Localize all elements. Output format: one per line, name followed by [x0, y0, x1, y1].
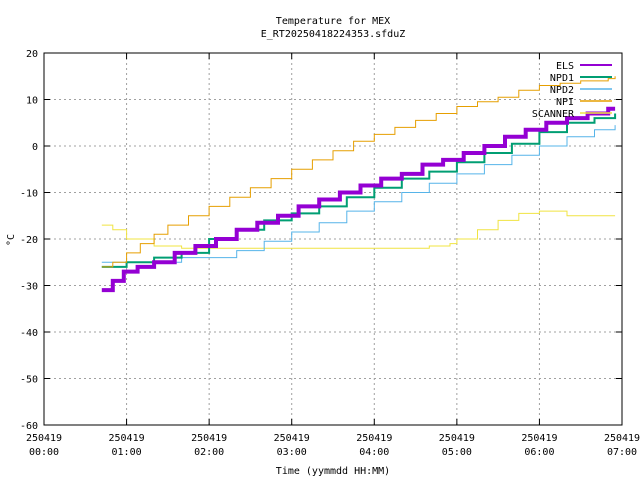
- x-tick-time: 00:00: [29, 447, 59, 458]
- series-line-els: [101, 106, 616, 293]
- x-tick-date: 250419: [274, 433, 310, 444]
- series-line-npi: [101, 76, 616, 268]
- series-line-npd2: [101, 125, 616, 263]
- series-line-scanner: [101, 210, 616, 249]
- y-tick-label: -20: [20, 235, 38, 246]
- x-tick-time: 02:00: [194, 447, 224, 458]
- y-tick-label: -40: [20, 328, 38, 339]
- y-tick-label: -10: [20, 189, 38, 200]
- axes: 20100-10-20-30-40-50-6025041900:00250419…: [20, 49, 640, 458]
- legend-label-els: ELS: [556, 61, 574, 72]
- plot-area: [101, 76, 617, 293]
- x-tick-date: 250419: [26, 433, 62, 444]
- x-tick-time: 04:00: [359, 447, 389, 458]
- x-tick-date: 250419: [356, 433, 392, 444]
- x-tick-date: 250419: [604, 433, 640, 444]
- chart-subtitle: E_RT20250418224353.sfduZ: [261, 29, 406, 40]
- x-tick-date: 250419: [191, 433, 227, 444]
- y-tick-label: -50: [20, 375, 38, 386]
- legend-label-npd1: NPD1: [550, 73, 574, 84]
- x-tick-date: 250419: [439, 433, 475, 444]
- series-line-npd1: [101, 113, 617, 268]
- x-axis-label: Time (yymmdd HH:MM): [276, 466, 390, 477]
- legend-label-npi: NPI: [556, 97, 574, 108]
- y-axis-label: °C: [6, 234, 17, 246]
- chart-title: Temperature for MEX: [276, 16, 390, 27]
- x-tick-time: 01:00: [112, 447, 142, 458]
- y-tick-label: 0: [32, 142, 38, 153]
- y-tick-label: -60: [20, 421, 38, 432]
- x-tick-time: 03:00: [277, 447, 307, 458]
- y-tick-label: -30: [20, 282, 38, 293]
- y-tick-label: 20: [26, 49, 38, 60]
- y-tick-label: 10: [26, 96, 38, 107]
- x-tick-date: 250419: [521, 433, 557, 444]
- x-tick-date: 250419: [109, 433, 145, 444]
- legend-label-scanner: SCANNER: [532, 109, 575, 120]
- x-tick-time: 07:00: [607, 447, 637, 458]
- plot-frame: [43, 52, 623, 426]
- x-tick-time: 06:00: [524, 447, 554, 458]
- x-tick-time: 05:00: [442, 447, 472, 458]
- legend-label-npd2: NPD2: [550, 85, 574, 96]
